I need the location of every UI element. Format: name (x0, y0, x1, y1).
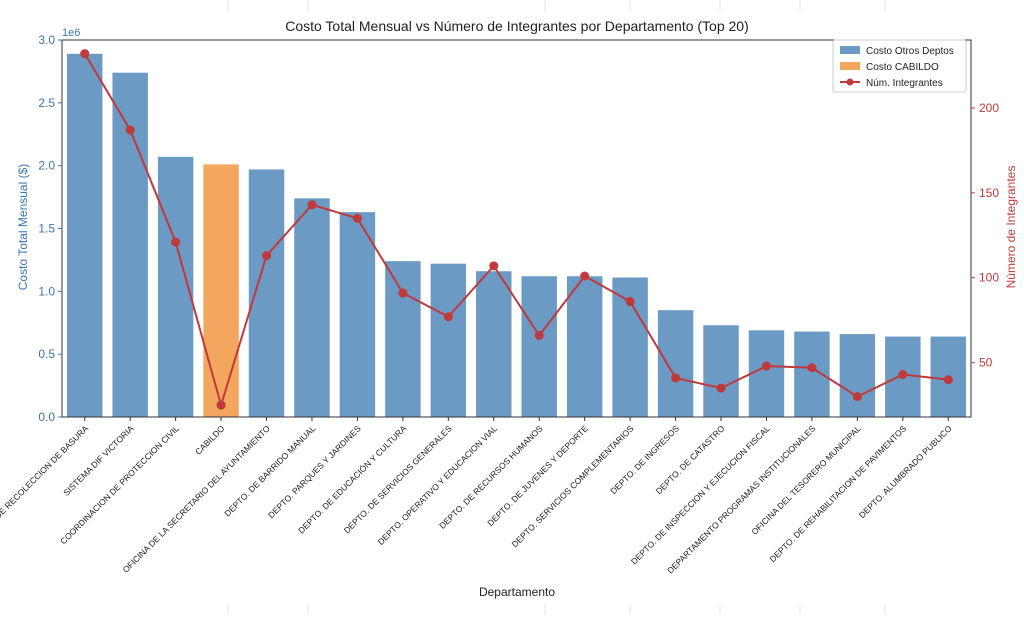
bar (430, 263, 467, 417)
right-tick-label: 50 (979, 356, 993, 370)
line-point (489, 261, 499, 271)
plot-frame (61, 39, 972, 418)
left-tick-label: 0.0 (38, 410, 55, 424)
line-point (398, 288, 408, 298)
bar (794, 331, 830, 417)
right-tick-label: 200 (979, 101, 999, 115)
right-tick-label: 100 (979, 271, 999, 285)
line-point (216, 400, 226, 410)
x-tick-label: DEPTO. ALUMBRADO PUBLICO (857, 423, 954, 520)
line-point (852, 392, 862, 402)
left-axis-label: Costo Total Mensual ($) (16, 164, 30, 291)
bars-layer (67, 53, 966, 418)
bar (748, 330, 785, 417)
left-tick-label: 1.5 (38, 222, 55, 236)
legend-swatch-cabildo (840, 62, 860, 70)
line-point (716, 383, 726, 393)
line-point (671, 373, 681, 383)
bar (385, 261, 421, 417)
bar (476, 271, 512, 417)
line-point (171, 237, 181, 247)
legend-label-integrantes: Núm. Integrantes (866, 78, 943, 89)
left-tick-label: 1.0 (38, 284, 55, 298)
legend-swatch-otros (840, 46, 860, 54)
legend-marker-integrantes (846, 78, 854, 86)
bar (112, 72, 148, 418)
chart-title: Costo Total Mensual vs Número de Integra… (285, 18, 749, 34)
line-point (262, 251, 272, 261)
left-tick-label: 2.5 (38, 96, 55, 110)
bar (839, 334, 876, 417)
line-point (352, 213, 362, 223)
bar (566, 276, 603, 417)
bar (521, 276, 557, 417)
bar (657, 310, 694, 417)
line-point (307, 200, 317, 210)
x-tick-label: DEPTO. DE JUVENES Y DEPORTE (485, 423, 590, 528)
x-tick-label: DEPTO. PARQUES Y JARDINES (266, 423, 363, 520)
legend: Costo Otros Deptos Costo CABILDO Núm. In… (832, 39, 967, 93)
left-tick-label: 0.5 (38, 347, 55, 361)
x-tick-label: CABILDO (193, 423, 227, 457)
x-tick-label: DEPTO. DE BARRIDO MANUAL (222, 423, 317, 518)
bar (703, 325, 739, 417)
line-point (80, 49, 90, 59)
bar (67, 53, 103, 417)
legend-label-otros: Costo Otros Deptos (866, 46, 954, 57)
bar-cabildo (203, 164, 239, 417)
line-point (898, 370, 908, 380)
bar (339, 212, 376, 417)
line-point (580, 271, 590, 281)
x-axis-label: Departamento (479, 585, 555, 599)
right-tick-label: 150 (979, 186, 999, 200)
legend-frame (832, 39, 967, 93)
top-gridlines (227, 0, 886, 12)
line-point (625, 297, 635, 307)
line-layer (80, 49, 953, 410)
line-point (125, 125, 135, 135)
legend-label-cabildo: Costo CABILDO (866, 62, 939, 73)
bottom-gridlines (227, 604, 886, 614)
line-point (534, 330, 544, 340)
line-integrantes (83, 53, 949, 409)
line-point (761, 361, 771, 371)
left-axis-multiplier: 1e6 (62, 27, 80, 39)
bar (294, 198, 330, 417)
left-tick-label: 2.0 (38, 159, 55, 173)
line-point (807, 363, 817, 373)
left-tick-label: 3.0 (38, 33, 55, 47)
right-axis-label: Número de Integrantes (1004, 166, 1018, 289)
line-point (943, 375, 953, 385)
line-point (443, 312, 453, 322)
